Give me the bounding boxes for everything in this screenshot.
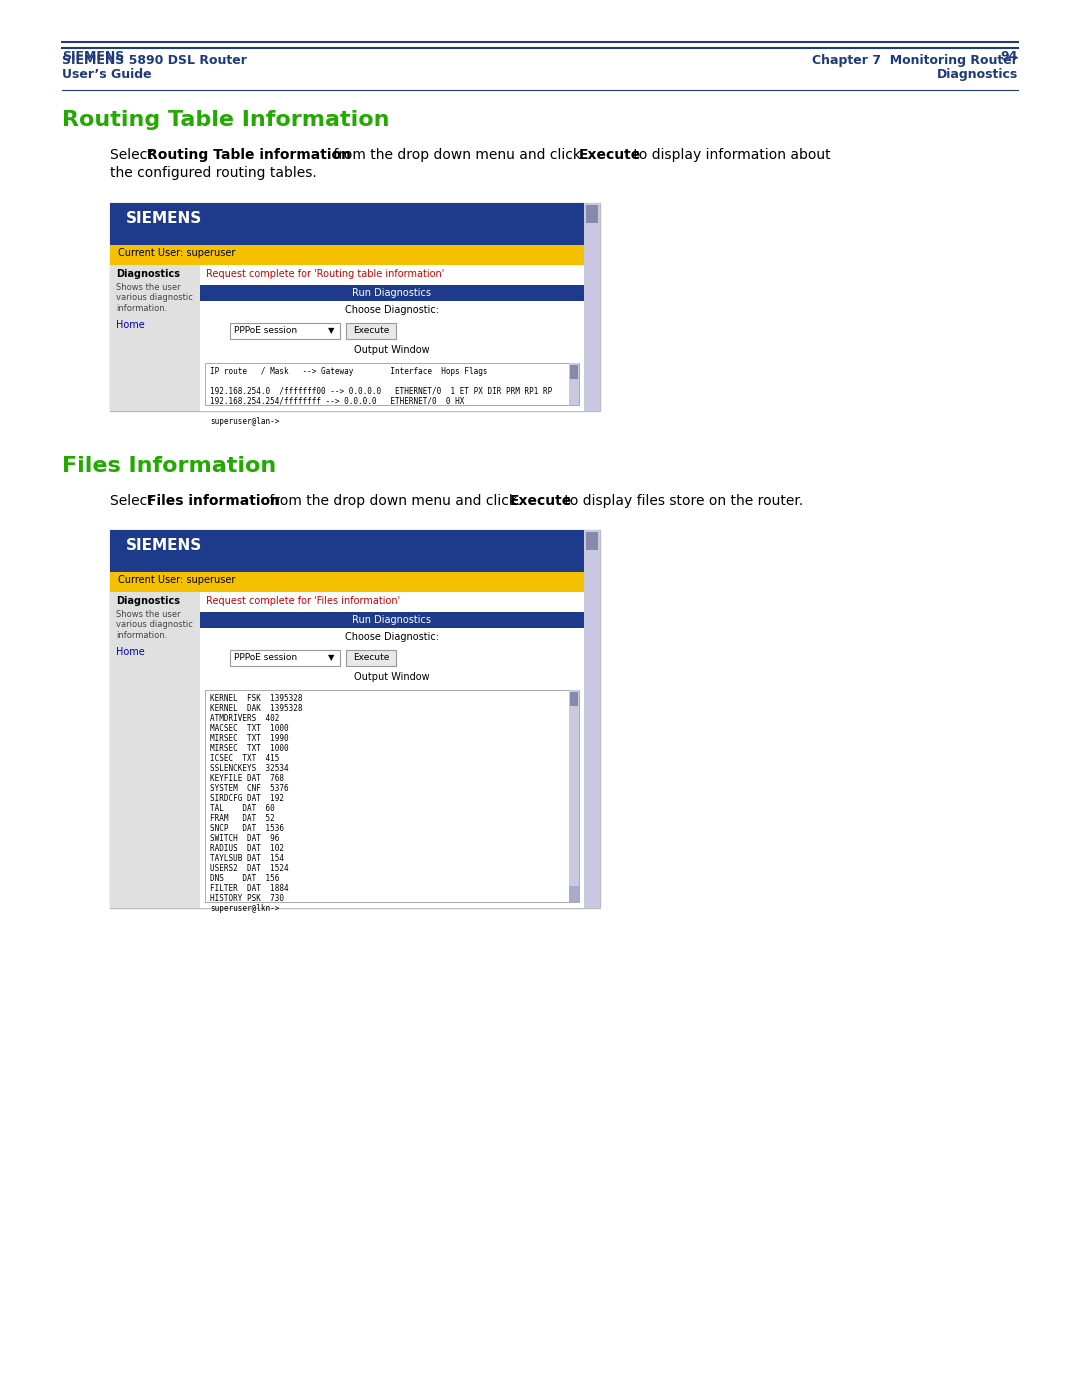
Bar bbox=[346, 650, 396, 666]
Bar bbox=[200, 265, 584, 411]
Text: KERNEL  DAK  1395328: KERNEL DAK 1395328 bbox=[210, 704, 302, 712]
Bar bbox=[569, 886, 579, 902]
Bar bbox=[110, 203, 584, 244]
Bar bbox=[346, 323, 396, 339]
Text: Routing Table information: Routing Table information bbox=[147, 148, 351, 162]
Text: ▼: ▼ bbox=[328, 652, 335, 662]
Bar bbox=[230, 323, 340, 339]
Bar bbox=[570, 365, 578, 379]
Text: TAYLSUB DAT  154: TAYLSUB DAT 154 bbox=[210, 854, 284, 863]
Text: from the drop down menu and click: from the drop down menu and click bbox=[265, 495, 522, 509]
Bar bbox=[205, 690, 579, 902]
Text: MACSEC  TXT  1000: MACSEC TXT 1000 bbox=[210, 724, 288, 733]
Text: superuser@lan->: superuser@lan-> bbox=[210, 416, 280, 426]
Text: FILTER  DAT  1884: FILTER DAT 1884 bbox=[210, 884, 288, 893]
Text: Execute: Execute bbox=[353, 326, 389, 335]
Bar bbox=[200, 592, 584, 908]
Text: User’s Guide: User’s Guide bbox=[62, 68, 151, 81]
Text: SSLENCKEYS  32534: SSLENCKEYS 32534 bbox=[210, 764, 288, 773]
Text: Diagnostics: Diagnostics bbox=[116, 270, 180, 279]
Bar bbox=[110, 571, 584, 592]
Text: Files information: Files information bbox=[147, 495, 280, 509]
Text: SWITCH  DAT  96: SWITCH DAT 96 bbox=[210, 834, 280, 842]
Text: Execute: Execute bbox=[353, 652, 389, 662]
Text: Chapter 7  Monitoring Router: Chapter 7 Monitoring Router bbox=[812, 54, 1018, 67]
Text: to display files store on the router.: to display files store on the router. bbox=[561, 495, 804, 509]
Text: MIRSEC  TXT  1000: MIRSEC TXT 1000 bbox=[210, 745, 288, 753]
Bar bbox=[569, 690, 579, 902]
Text: RADIUS  DAT  102: RADIUS DAT 102 bbox=[210, 844, 284, 854]
Text: Diagnostics: Diagnostics bbox=[116, 597, 180, 606]
Text: Routing Table Information: Routing Table Information bbox=[62, 110, 390, 130]
Text: SIEMENS: SIEMENS bbox=[126, 211, 202, 226]
Text: Select: Select bbox=[110, 148, 157, 162]
Text: PPPoE session: PPPoE session bbox=[234, 326, 297, 335]
Text: Run Diagnostics: Run Diagnostics bbox=[352, 288, 432, 298]
Text: SIRDCFG DAT  192: SIRDCFG DAT 192 bbox=[210, 793, 284, 803]
Text: KERNEL  FSK  1395328: KERNEL FSK 1395328 bbox=[210, 694, 302, 703]
Text: ICSEC  TXT  415: ICSEC TXT 415 bbox=[210, 754, 280, 763]
Text: Output Window: Output Window bbox=[354, 672, 430, 682]
Bar bbox=[586, 205, 598, 224]
Bar bbox=[110, 529, 600, 908]
Text: Choose Diagnostic:: Choose Diagnostic: bbox=[345, 631, 438, 643]
Text: from the drop down menu and click: from the drop down menu and click bbox=[329, 148, 585, 162]
Text: 192.168.254.0  /fffffff00 --> 0.0.0.0   ETHERNET/0  1 ET PX DIR PRM RP1 RP: 192.168.254.0 /fffffff00 --> 0.0.0.0 ETH… bbox=[210, 387, 552, 395]
Text: SIEMENS: SIEMENS bbox=[62, 50, 124, 63]
Text: SIEMENS 5890 DSL Router: SIEMENS 5890 DSL Router bbox=[62, 54, 247, 67]
Bar bbox=[230, 650, 340, 666]
Bar bbox=[110, 592, 200, 908]
Text: to display information about: to display information about bbox=[629, 148, 831, 162]
Bar bbox=[584, 203, 600, 411]
Text: Diagnostics: Diagnostics bbox=[936, 68, 1018, 81]
Text: DNS    DAT  156: DNS DAT 156 bbox=[210, 875, 280, 883]
Text: Files Information: Files Information bbox=[62, 455, 276, 476]
Text: FRAM   DAT  52: FRAM DAT 52 bbox=[210, 814, 274, 823]
Text: Run Diagnostics: Run Diagnostics bbox=[352, 615, 432, 624]
Text: MIRSEC  TXT  1990: MIRSEC TXT 1990 bbox=[210, 733, 288, 743]
Text: SIEMENS: SIEMENS bbox=[126, 538, 202, 553]
Text: Select: Select bbox=[110, 495, 157, 509]
Bar bbox=[110, 244, 584, 265]
Text: IP route   / Mask   --> Gateway        Interface  Hops Flags: IP route / Mask --> Gateway Interface Ho… bbox=[210, 367, 487, 376]
Text: Request complete for 'Routing table information': Request complete for 'Routing table info… bbox=[206, 270, 444, 279]
Bar bbox=[110, 529, 584, 571]
Text: 192.168.254.254/ffffffff --> 0.0.0.0   ETHERNET/0  0 HX: 192.168.254.254/ffffffff --> 0.0.0.0 ETH… bbox=[210, 397, 464, 407]
Bar bbox=[584, 529, 600, 908]
Text: TAL    DAT  60: TAL DAT 60 bbox=[210, 805, 274, 813]
Text: PPPoE session: PPPoE session bbox=[234, 652, 297, 662]
Text: Shows the user
various diagnostic
information.: Shows the user various diagnostic inform… bbox=[116, 610, 193, 640]
Text: SNCP   DAT  1536: SNCP DAT 1536 bbox=[210, 824, 284, 833]
Text: Current User: superuser: Current User: superuser bbox=[118, 576, 235, 585]
Bar bbox=[205, 363, 579, 405]
Text: Home: Home bbox=[116, 647, 145, 657]
Text: Execute: Execute bbox=[579, 148, 642, 162]
Text: Choose Diagnostic:: Choose Diagnostic: bbox=[345, 305, 438, 314]
Text: HISTORY PSK  730: HISTORY PSK 730 bbox=[210, 894, 284, 902]
Text: Shows the user
various diagnostic
information.: Shows the user various diagnostic inform… bbox=[116, 284, 193, 313]
Bar bbox=[569, 363, 579, 405]
Text: Output Window: Output Window bbox=[354, 345, 430, 355]
Text: ▼: ▼ bbox=[328, 326, 335, 335]
Bar bbox=[586, 532, 598, 550]
Text: Request complete for 'Files information': Request complete for 'Files information' bbox=[206, 597, 400, 606]
Text: superuser@lkn->: superuser@lkn-> bbox=[210, 904, 280, 914]
Bar bbox=[570, 692, 578, 705]
Bar bbox=[200, 285, 584, 300]
Bar bbox=[110, 265, 200, 411]
Text: KEYFILE DAT  768: KEYFILE DAT 768 bbox=[210, 774, 284, 782]
Text: SYSTEM  CNF  5376: SYSTEM CNF 5376 bbox=[210, 784, 288, 793]
Bar bbox=[200, 612, 584, 629]
Text: Current User: superuser: Current User: superuser bbox=[118, 249, 235, 258]
Text: the configured routing tables.: the configured routing tables. bbox=[110, 166, 316, 180]
Text: Home: Home bbox=[116, 320, 145, 330]
Text: ATMDRIVERS  402: ATMDRIVERS 402 bbox=[210, 714, 280, 724]
Text: USERS2  DAT  1524: USERS2 DAT 1524 bbox=[210, 863, 288, 873]
Text: 94: 94 bbox=[1001, 50, 1018, 63]
Bar bbox=[110, 203, 600, 411]
Text: Execute: Execute bbox=[510, 495, 572, 509]
